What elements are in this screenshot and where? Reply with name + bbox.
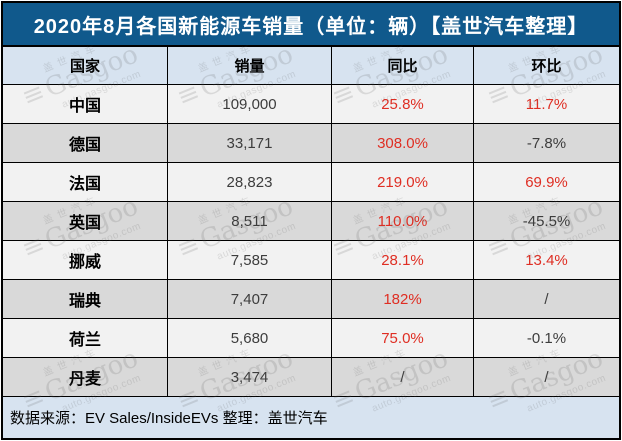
yoy-cell: 110.0% (332, 202, 474, 240)
country-cell: 丹麦 (3, 358, 168, 396)
yoy-cell: / (332, 358, 474, 396)
country-cell: 法国 (3, 163, 168, 201)
sales-cell: 7,585 (168, 241, 332, 279)
table-row-uk: 英国 8,511 110.0% -45.5% (3, 202, 619, 241)
yoy-cell: 25.8% (332, 85, 474, 123)
mom-cell: 11.7% (525, 95, 568, 113)
country-cell: 德国 (3, 124, 168, 162)
header-yoy: 同比 (332, 47, 474, 84)
page-title: 2020年8月各国新能源车销量（单位：辆）【盖世汽车整理】 (33, 15, 589, 38)
sales-cell: 5,680 (168, 319, 332, 357)
table-row-germany: 德国 33,171 308.0% -7.8% (3, 124, 619, 163)
yoy-cell: 219.0% (332, 163, 474, 201)
mom-cell: -0.1% (526, 329, 567, 347)
sales-cell: 8,511 (168, 202, 332, 240)
sales-cell: 28,823 (168, 163, 332, 201)
header-sales: 销量 (168, 47, 332, 84)
sales-cell: 7,407 (168, 280, 332, 318)
table-header-row: 国家 销量 同比 环比 (3, 47, 619, 85)
table-title-bar: 2020年8月各国新能源车销量（单位：辆）【盖世汽车整理】 (3, 3, 619, 47)
sales-cell: 3,474 (168, 358, 332, 396)
country-cell: 荷兰 (3, 319, 168, 357)
sales-cell: 109,000 (168, 85, 332, 123)
table-row-netherlands: 荷兰 5,680 75.0% -0.1% (3, 319, 619, 358)
table-row-norway: 挪威 7,585 28.1% 13.4% (3, 241, 619, 280)
yoy-cell: 28.1% (332, 241, 474, 279)
table-row-sweden: 瑞典 7,407 182% / (3, 280, 619, 319)
yoy-cell: 308.0% (332, 124, 474, 162)
mom-cell: 13.4% (525, 251, 568, 269)
country-cell: 瑞典 (3, 280, 168, 318)
mom-cell: -7.8% (526, 134, 567, 152)
table-row-china: 中国 109,000 25.8% 11.7% (3, 85, 619, 124)
country-cell: 英国 (3, 202, 168, 240)
mom-cell: 69.9% (525, 173, 568, 191)
mom-cell: -45.5% (522, 212, 571, 230)
header-mom: 环比 (531, 58, 562, 75)
sales-cell: 33,171 (168, 124, 332, 162)
country-cell: 挪威 (3, 241, 168, 279)
mom-cell: / (544, 290, 549, 308)
country-cell: 中国 (3, 85, 168, 123)
yoy-cell: 75.0% (332, 319, 474, 357)
header-country: 国家 (3, 47, 168, 84)
table-row-france: 法国 28,823 219.0% 69.9% (3, 163, 619, 202)
mom-cell: / (544, 368, 549, 386)
source-note: 数据来源：EV Sales/InsideEVs 整理：盖世汽车 (3, 397, 619, 438)
yoy-cell: 182% (332, 280, 474, 318)
table-row-denmark: 丹麦 3,474 / / (3, 358, 619, 397)
source-text: 数据来源：EV Sales/InsideEVs 整理：盖世汽车 (10, 410, 328, 427)
